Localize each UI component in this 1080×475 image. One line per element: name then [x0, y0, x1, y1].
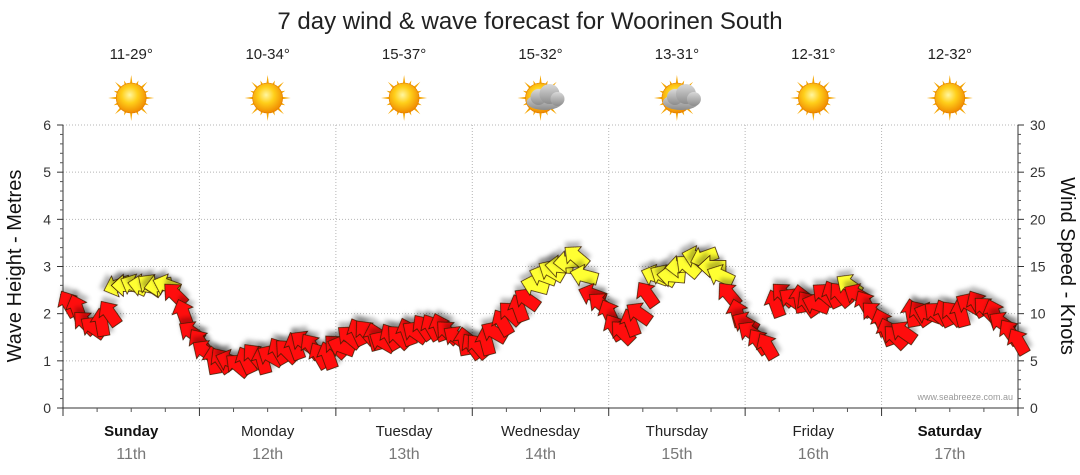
left-tick-label: 2	[43, 306, 51, 322]
sun-icon	[926, 75, 973, 121]
wind-arrow	[564, 246, 591, 271]
sun-icon	[108, 75, 155, 121]
sun-icon	[790, 75, 837, 121]
wind-arrow	[706, 264, 736, 288]
day-name-label: Thursday	[646, 423, 709, 440]
right-tick-label: 15	[1030, 259, 1046, 275]
wind-arrow	[636, 282, 661, 310]
left-tick-label: 6	[43, 117, 51, 133]
wind-arrow	[514, 288, 543, 313]
right-tick-label: 0	[1030, 400, 1038, 416]
day-temp-range: 13-31°	[655, 46, 699, 63]
left-tick-label: 1	[43, 353, 51, 369]
left-tick-label: 4	[43, 211, 51, 227]
day-date-label: 15th	[661, 446, 692, 463]
wind-arrow	[626, 302, 654, 327]
chart-title: 7 day wind & wave forecast for Woorinen …	[277, 8, 782, 35]
sun-cloud-icon	[517, 75, 565, 121]
wind-arrow	[98, 300, 123, 329]
wind-arrow	[891, 321, 919, 346]
right-tick-label: 25	[1030, 164, 1046, 180]
day-temp-range: 12-32°	[928, 46, 972, 63]
left-tick-label: 5	[43, 164, 51, 180]
day-date-label: 13th	[389, 446, 420, 463]
wind-arrow	[1006, 328, 1031, 357]
day-name-label: Tuesday	[376, 423, 433, 440]
left-tick-label: 0	[43, 400, 51, 416]
wind-arrow	[171, 299, 195, 329]
cloud-shape	[662, 84, 701, 110]
day-name-label: Sunday	[104, 423, 159, 440]
left-axis-label: Wave Height - Metres	[4, 170, 26, 363]
sun-cloud-icon	[653, 75, 701, 121]
day-temp-range: 10-34°	[245, 46, 289, 63]
credit-text: www.seabreeze.com.au	[916, 392, 1013, 402]
right-tick-label: 20	[1030, 211, 1046, 227]
day-temp-range: 15-32°	[518, 46, 562, 63]
day-date-label: 17th	[934, 446, 965, 463]
day-date-label: 16th	[798, 446, 829, 463]
day-name-label: Monday	[241, 423, 295, 440]
right-tick-label: 30	[1030, 117, 1046, 133]
day-temp-range: 11-29°	[110, 46, 153, 63]
day-name-label: Saturday	[918, 423, 983, 440]
day-name-label: Wednesday	[501, 423, 580, 440]
wind-arrow	[569, 263, 600, 287]
right-axis-label: Wind Speed - Knots	[1056, 177, 1078, 355]
day-name-label: Friday	[793, 423, 835, 440]
left-tick-label: 3	[43, 259, 51, 275]
day-temp-range: 15-37°	[382, 46, 426, 63]
cloud-shape	[526, 84, 565, 110]
day-date-label: 12th	[252, 446, 283, 463]
right-tick-label: 5	[1030, 353, 1038, 369]
right-tick-label: 10	[1030, 306, 1046, 322]
day-temp-range: 12-31°	[791, 46, 835, 63]
wind-arrow	[755, 333, 780, 362]
sun-icon	[381, 75, 428, 121]
day-date-label: 11th	[116, 446, 146, 463]
day-date-label: 14th	[525, 446, 556, 463]
sun-icon	[244, 75, 291, 121]
